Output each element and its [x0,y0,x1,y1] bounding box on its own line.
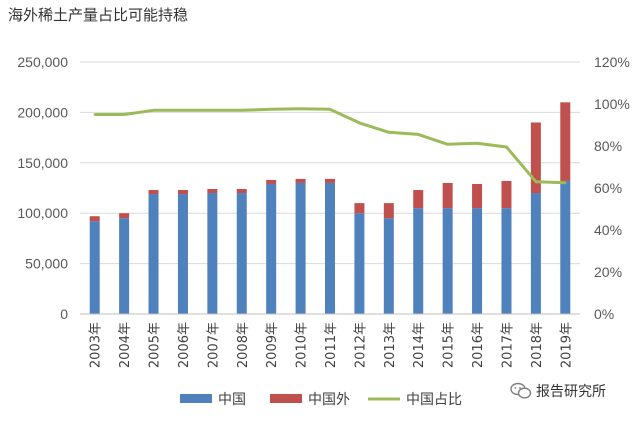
x-tick-label: 2017年 [500,322,515,368]
bar-outside-china [207,189,218,194]
bar-outside-china [266,179,277,184]
share-point [564,181,567,184]
bar-outside-china [501,180,512,209]
bar-outside-china [442,182,453,209]
share-point [93,113,96,116]
share-line-series [93,107,567,185]
x-tick-label: 2009年 [265,322,280,368]
x-tick-label: 2013年 [383,322,398,368]
x-tick-label: 2003年 [89,322,104,368]
bar-outside-china [354,203,365,214]
x-tick-label: 2012年 [353,322,368,368]
wechat-icon [510,382,532,399]
left-tick-label: 100,000 [17,205,68,221]
right-tick-label: 40% [594,222,622,238]
left-tick-label: 0 [60,306,68,322]
bar-outside-china [472,183,483,209]
bar-china [89,221,100,314]
bar-outside-china [295,178,306,183]
share-point [505,145,508,149]
share-point [269,108,273,111]
legend-label: 中国外 [308,392,350,408]
bar-china [148,194,159,314]
bar-china [119,218,130,314]
right-tick-label: 60% [594,180,622,196]
bar-outside-china [383,203,394,219]
right-tick-label: 0% [594,306,614,322]
right-tick-label: 100% [594,96,630,112]
x-axis: 2003年 2004年 2005年 2006年 2007年 2008年 2009年 2010年… [80,313,580,368]
left-tick-label: 50,000 [25,256,68,272]
bar-outside-china [560,102,571,181]
legend-label: 中国占比 [406,392,462,408]
right-axis: 0% 20% 40% 60% 80% 100% 120% [594,54,630,322]
share-point [328,108,332,111]
legend-swatch [180,394,212,403]
bar-china [266,183,277,314]
bar-china [530,193,541,314]
bar-china [442,208,453,314]
x-tick-label: 2008年 [236,322,251,368]
bar-china [413,208,424,314]
bar-china [472,208,483,314]
bar-china [501,208,512,314]
legend-label: 中国 [218,392,246,408]
share-point [299,107,302,111]
bar-outside-china [236,189,247,194]
x-tick-label: 2018年 [530,322,545,368]
bar-china [295,182,306,314]
share-point [240,109,243,112]
x-tick-label: 2019年 [559,322,574,368]
x-tick-label: 2007年 [206,322,221,368]
left-tick-label: 150,000 [17,155,68,171]
x-tick-label: 2014年 [412,322,427,368]
watermark: 报告研究所 [510,381,606,401]
bar-china [383,218,394,314]
bar-outside-china [413,190,424,209]
share-point [211,109,214,112]
bar-outside-china [119,213,130,219]
share-point [358,121,361,125]
bar-china [560,180,571,314]
bar-china [325,182,335,314]
x-tick-label: 2010年 [295,322,310,368]
left-tick-label: 200,000 [17,104,68,120]
legend: 中国 中国外 中国占比 [180,392,462,408]
bar-outside-china [530,122,541,194]
share-point [417,133,420,136]
bar-china [236,193,247,314]
share-point [181,109,185,112]
x-tick-label: 2011年 [324,322,339,368]
left-axis: 0 50,000 100,000 150,000 200,000 250,000 [17,54,68,322]
share-point [475,142,479,145]
legend-swatch [270,394,302,403]
x-tick-label: 2015年 [442,322,457,368]
bar-outside-china [177,190,188,195]
x-tick-label: 2016年 [471,322,486,368]
share-point [446,143,449,146]
x-tick-label: 2005年 [148,322,163,368]
right-tick-label: 20% [594,264,622,280]
x-tick-label: 2004年 [118,322,133,368]
share-line [94,107,566,185]
share-point [387,131,391,134]
x-tick-label: 2006年 [177,322,192,368]
right-tick-label: 120% [594,54,630,70]
watermark-text: 报告研究所 [536,384,606,400]
chart-title: 海外稀土产量占比可能持稳 [8,6,189,24]
bar-china [207,193,218,314]
bar-china [177,194,188,314]
left-tick-label: 250,000 [17,54,68,70]
bar-outside-china [325,178,335,183]
right-tick-label: 80% [594,138,622,154]
bar-china [354,213,365,314]
bar-outside-china [89,216,100,222]
share-point [122,113,126,116]
share-point [152,109,155,112]
share-point [534,180,538,183]
bar-outside-china [148,190,159,195]
bar-series [89,102,571,314]
